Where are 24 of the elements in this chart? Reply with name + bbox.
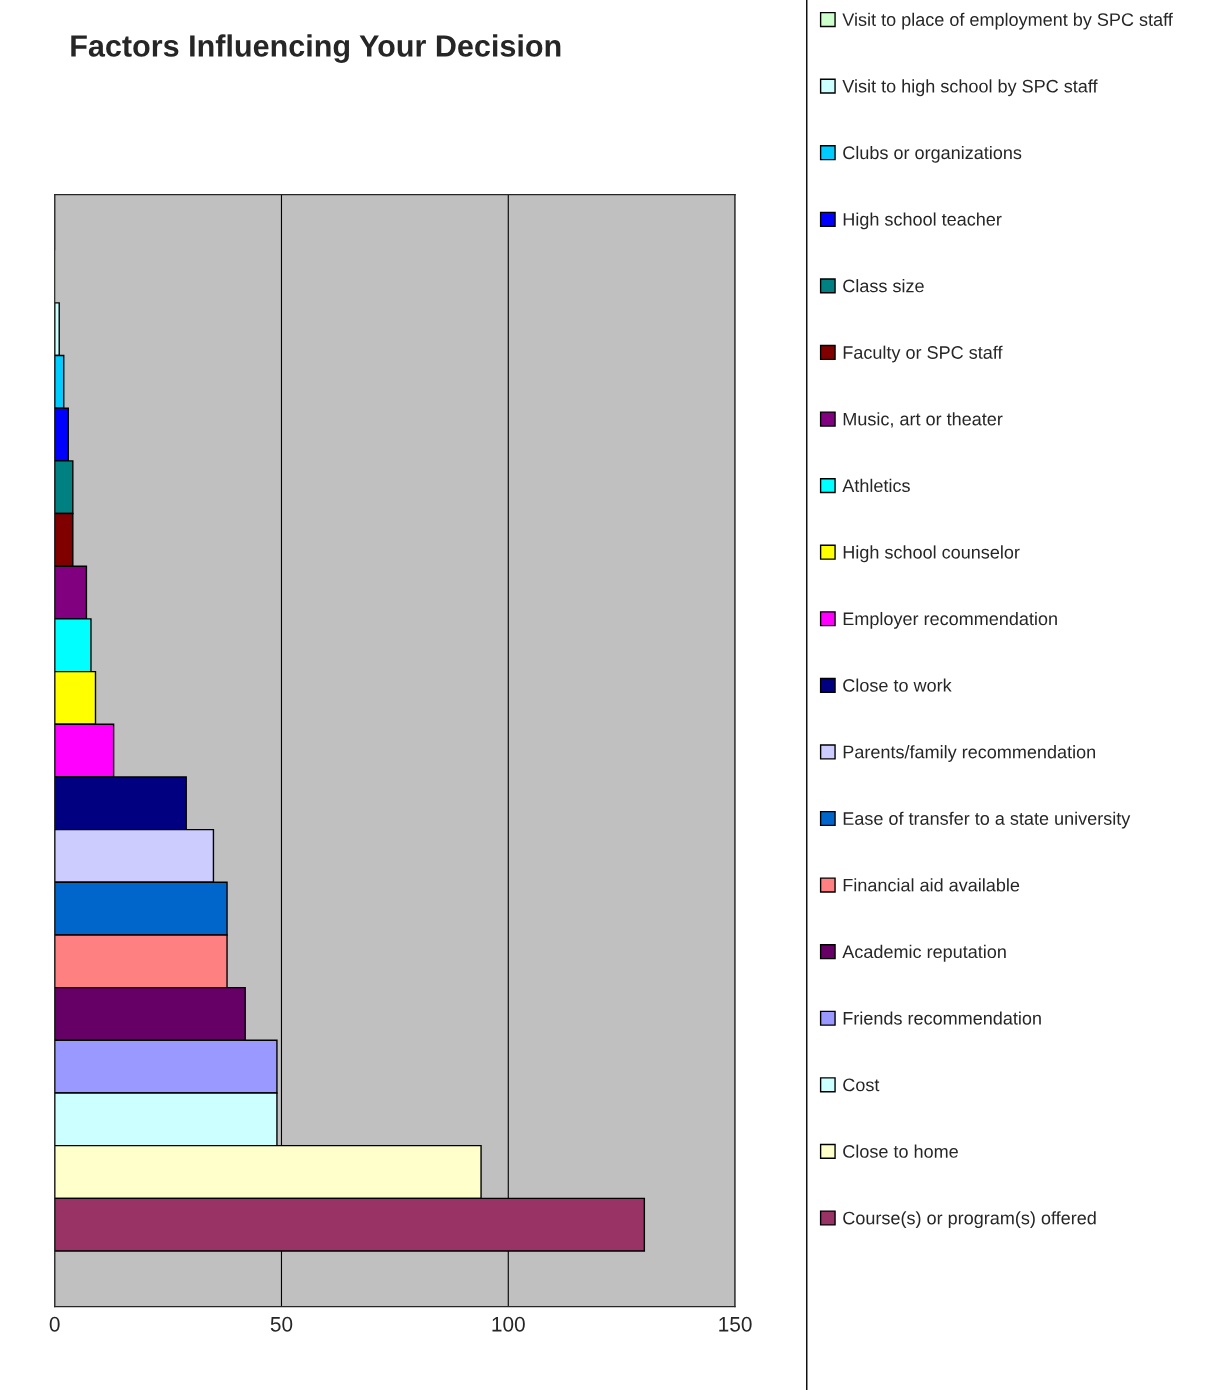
chart-title: Factors Influencing Your Decision bbox=[71, 34, 561, 63]
x-tick-label: 100 bbox=[492, 1316, 525, 1332]
legend-label: Clubs or organizations bbox=[843, 145, 1022, 163]
legend-label: Cost bbox=[843, 1078, 880, 1092]
legend-label: Athletics bbox=[842, 478, 910, 493]
legend-label: Parents/family recommendation bbox=[843, 745, 1095, 762]
legend-label: Ease of transfer to a state university bbox=[843, 811, 1131, 829]
legend-label: High school counselor bbox=[843, 545, 1020, 563]
legend-label: Visit to place of employment by SPC staff bbox=[842, 12, 1173, 30]
x-tick-label: 150 bbox=[719, 1316, 752, 1332]
legend-label: Music, art or theater bbox=[843, 412, 1003, 428]
legend-label: Financial aid available bbox=[843, 878, 1020, 892]
legend-label: Visit to high school by SPC staff bbox=[842, 79, 1098, 97]
x-tick-label: 0 bbox=[49, 1316, 60, 1332]
legend-label: Academic reputation bbox=[842, 944, 1006, 962]
legend-label: High school teacher bbox=[843, 212, 1002, 230]
legend-label: Employer recommendation bbox=[843, 611, 1057, 629]
legend-label: Course(s) or program(s) offered bbox=[843, 1211, 1096, 1228]
legend-label: Close to home bbox=[843, 1144, 958, 1158]
legend-label: Close to work bbox=[843, 678, 952, 692]
legend-label: Class size bbox=[843, 279, 924, 293]
legend-label: Faculty or SPC staff bbox=[843, 345, 1003, 363]
legend-label: Friends recommendation bbox=[843, 1011, 1041, 1025]
x-tick-label: 50 bbox=[270, 1316, 293, 1332]
